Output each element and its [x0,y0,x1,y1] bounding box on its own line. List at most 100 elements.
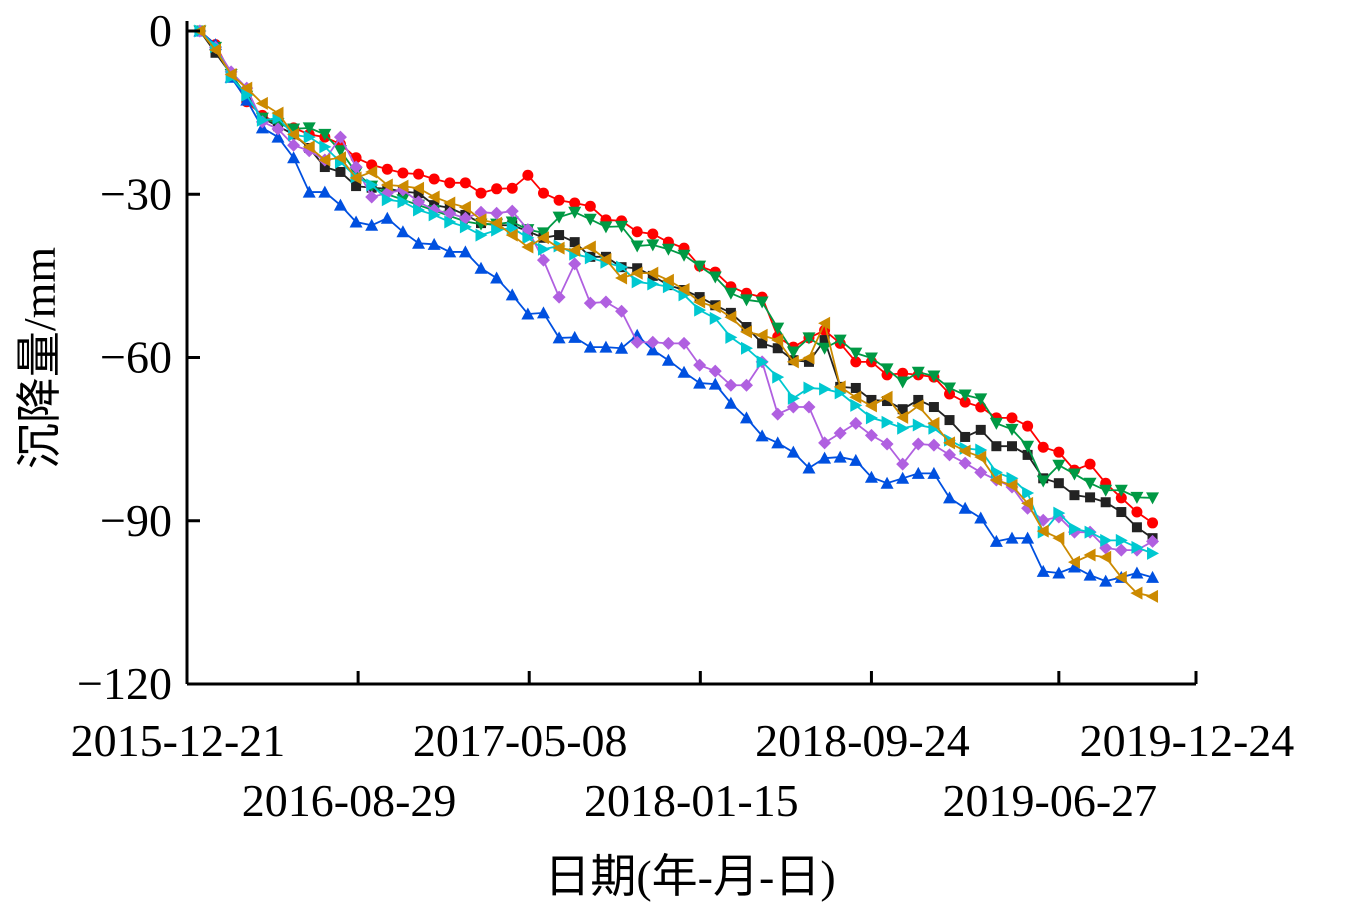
data-point [833,380,846,394]
data-point [943,382,957,395]
data-point [989,417,1003,430]
data-point [458,211,472,225]
data-point [693,295,706,309]
data-point [927,466,941,479]
data-point [1084,458,1096,470]
data-point [552,241,565,255]
data-point [850,356,862,368]
data-point [974,450,987,464]
data-point [630,240,644,253]
data-point [739,378,753,392]
series-line [199,30,1153,598]
data-point [505,288,519,301]
data-point [599,340,613,353]
data-point [413,168,425,180]
data-point [911,466,925,479]
data-point [615,341,629,354]
data-point [1100,497,1111,508]
data-point [599,221,613,234]
data-point [739,411,753,424]
y-tick-label: −60 [100,332,172,383]
data-point [458,200,471,214]
data-point [647,277,660,291]
data-point [536,253,550,267]
data-point [818,342,832,355]
data-point [333,151,346,165]
data-point [536,306,550,319]
data-point [786,400,800,414]
data-point [459,177,471,189]
data-point [396,179,409,193]
data-point [1036,475,1050,488]
data-point [1053,506,1066,520]
data-point [615,220,629,233]
data-point [474,261,488,274]
data-point [677,282,690,296]
data-point [474,213,487,227]
data-point [599,295,613,309]
data-point [583,213,597,226]
data-point [224,68,237,82]
data-point [349,215,363,228]
data-point [662,280,675,294]
data-point [365,165,378,179]
data-point [803,356,814,367]
data-point [459,220,472,234]
data-point [991,441,1002,452]
data-point [568,206,582,219]
data-point [568,257,582,271]
data-point [896,410,909,424]
data-point [1085,492,1096,503]
data-point [381,163,393,175]
data-point [1114,543,1128,557]
data-point [802,461,816,474]
data-point [944,415,955,426]
data-point [209,43,222,57]
data-point [444,215,457,229]
data-point [630,266,643,280]
data-point [646,335,660,349]
data-point [975,424,986,435]
data-point [553,194,565,206]
data-point [896,457,910,471]
data-point [741,322,752,333]
data-point [661,353,675,366]
data-point [880,363,894,376]
data-point [287,138,301,152]
data-point [631,226,643,238]
data-point [661,336,675,350]
data-point [943,436,956,450]
data-point [864,352,878,365]
y-axis-title: 沉降量/mm [14,247,65,470]
data-point [1036,524,1049,538]
x-tick-label: 2018-01-15 [584,775,799,826]
data-point [490,271,504,284]
data-point [958,444,971,458]
data-point [864,428,878,442]
data-point [568,330,582,343]
data-point [444,177,456,189]
data-point [787,391,800,405]
data-point [1053,478,1064,489]
data-point [866,394,877,405]
data-point [694,292,705,303]
data-point [631,275,644,289]
data-point [303,130,316,144]
data-point [974,465,988,479]
data-point [974,511,988,524]
data-point [958,389,972,402]
data-point [506,221,519,235]
data-point [1068,522,1081,536]
data-point [802,351,815,365]
data-point [677,336,691,350]
data-point [772,343,783,354]
data-point [818,451,832,464]
data-point [709,311,722,325]
data-point [491,183,503,195]
data-point [583,296,597,310]
data-point [661,243,675,256]
data-point [646,266,659,280]
data-point [1099,484,1113,497]
data-point [802,332,816,345]
data-point [959,396,971,408]
